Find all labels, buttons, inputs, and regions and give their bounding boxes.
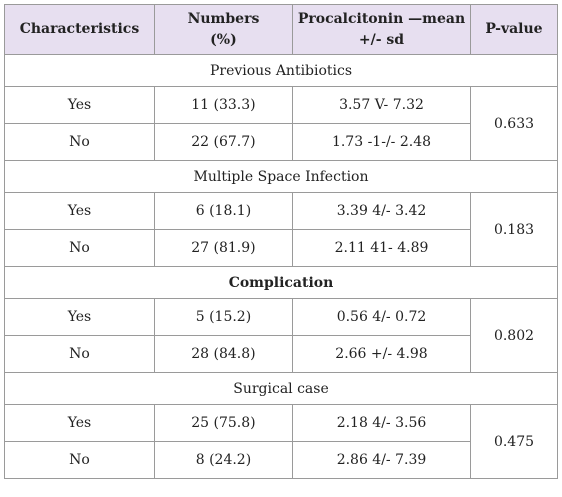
section-row: Multiple Space Infection	[4, 160, 558, 193]
row-pvalue: 0.802	[470, 298, 558, 373]
section-row: Complication	[4, 266, 558, 299]
header-procalcitonin: Procalcitonin —mean +/- sd	[291, 4, 472, 55]
row-number: 8 (24.2)	[153, 441, 293, 479]
row-procalcitonin: 3.57 V- 7.32	[291, 86, 472, 124]
header-pvalue: P-value	[470, 4, 558, 55]
row-procalcitonin: 2.11 41- 4.89	[291, 229, 472, 267]
row-number: 5 (15.2)	[153, 298, 293, 336]
row-number: 25 (75.8)	[153, 404, 293, 442]
section-title: Surgical case	[4, 372, 558, 405]
table-row: No 22 (67.7) 1.73 -1-/- 2.48	[4, 123, 558, 161]
row-label: Yes	[4, 86, 155, 124]
table-row: No 8 (24.2) 2.86 4/- 7.39	[4, 441, 558, 479]
table-body: Previous Antibiotics Yes 11 (33.3) 3.57 …	[4, 54, 558, 479]
row-number: 11 (33.3)	[153, 86, 293, 124]
header-procalcitonin-line2: +/- sd	[358, 31, 405, 48]
row-number: 27 (81.9)	[153, 229, 293, 267]
row-label: No	[4, 229, 155, 267]
row-label: No	[4, 441, 155, 479]
section-row: Surgical case	[4, 372, 558, 405]
row-procalcitonin: 3.39 4/- 3.42	[291, 192, 472, 230]
row-procalcitonin: 1.73 -1-/- 2.48	[291, 123, 472, 161]
table-row: Yes 25 (75.8) 2.18 4/- 3.56 0.475	[4, 404, 558, 479]
row-label: No	[4, 123, 155, 161]
header-procalcitonin-line1: Procalcitonin —mean	[297, 10, 466, 27]
table-header: Characteristics Numbers (%) Procalcitoni…	[4, 4, 558, 55]
section-row: Previous Antibiotics	[4, 54, 558, 87]
row-label: Yes	[4, 298, 155, 336]
section-title: Complication	[4, 266, 558, 299]
header-numbers: Numbers (%)	[153, 4, 293, 55]
row-procalcitonin: 0.56 4/- 0.72	[291, 298, 472, 336]
section-title: Multiple Space Infection	[4, 160, 558, 193]
header-numbers-line2: (%)	[210, 31, 237, 48]
table-row: Yes 11 (33.3) 3.57 V- 7.32 0.633	[4, 86, 558, 161]
header-row: Characteristics Numbers (%) Procalcitoni…	[4, 4, 558, 55]
row-label: Yes	[4, 192, 155, 230]
data-table: Characteristics Numbers (%) Procalcitoni…	[4, 4, 558, 479]
row-pvalue: 0.183	[470, 192, 558, 267]
header-characteristics-label: Characteristics	[19, 21, 140, 37]
header-characteristics: Characteristics	[4, 4, 155, 55]
row-number: 28 (84.8)	[153, 335, 293, 373]
table-row: Yes 6 (18.1) 3.39 4/- 3.42 0.183	[4, 192, 558, 267]
header-numbers-line1: Numbers	[187, 10, 260, 27]
table-row: No 27 (81.9) 2.11 41- 4.89	[4, 229, 558, 267]
row-label: No	[4, 335, 155, 373]
row-procalcitonin: 2.66 +/- 4.98	[291, 335, 472, 373]
row-label: Yes	[4, 404, 155, 442]
header-pvalue-label: P-value	[485, 21, 543, 37]
row-number: 6 (18.1)	[153, 192, 293, 230]
section-title: Previous Antibiotics	[4, 54, 558, 87]
row-pvalue: 0.633	[470, 86, 558, 161]
table-row: Yes 5 (15.2) 0.56 4/- 0.72 0.802	[4, 298, 558, 373]
row-procalcitonin: 2.86 4/- 7.39	[291, 441, 472, 479]
table-row: No 28 (84.8) 2.66 +/- 4.98	[4, 335, 558, 373]
row-number: 22 (67.7)	[153, 123, 293, 161]
row-procalcitonin: 2.18 4/- 3.56	[291, 404, 472, 442]
row-pvalue: 0.475	[470, 404, 558, 479]
